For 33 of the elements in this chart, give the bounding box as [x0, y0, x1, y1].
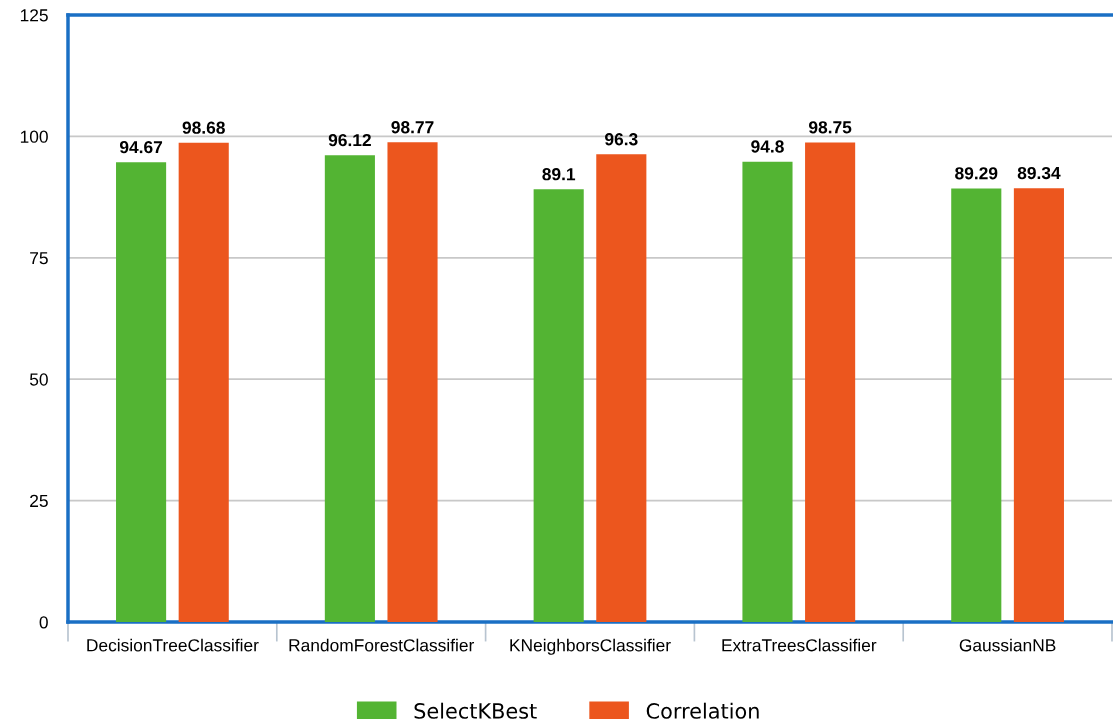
bar	[1013, 188, 1064, 622]
data-label: 94.67	[119, 141, 163, 154]
data-label: 96.3	[605, 133, 638, 146]
x-tick-label: DecisionTreeClassifier	[87, 638, 259, 652]
bar	[951, 188, 1002, 622]
y-tick-label: 125	[20, 9, 48, 22]
legend-label: SelectKBest	[414, 702, 537, 719]
data-label: 98.77	[391, 121, 434, 134]
bar	[324, 155, 375, 622]
data-label: 98.68	[182, 121, 225, 134]
bar	[805, 142, 856, 622]
bar	[387, 142, 438, 622]
bar	[596, 154, 647, 622]
x-tick-label: GaussianNB	[959, 638, 1056, 652]
data-label: 89.34	[1017, 166, 1061, 180]
data-label: 89.1	[542, 168, 576, 181]
y-tick-label: 100	[20, 130, 48, 143]
bar	[116, 162, 167, 622]
y-tick-label: 25	[30, 494, 48, 508]
data-label: 89.29	[955, 167, 998, 180]
data-label: 94.8	[751, 140, 784, 153]
bar	[742, 161, 793, 622]
y-tick-label: 75	[30, 252, 48, 265]
x-tick-label: RandomForestClassifier	[289, 638, 475, 652]
data-label: 98.75	[809, 121, 852, 134]
data-label: 96.12	[328, 133, 371, 147]
x-tick-label: KNeighborsClassifier	[510, 638, 671, 655]
bar	[178, 142, 229, 622]
bar	[533, 189, 584, 622]
x-tick-label: ExtraTreesClassifier	[722, 638, 877, 652]
legend-label: Correlation	[646, 702, 759, 719]
y-tick-label: 50	[29, 373, 48, 386]
y-tick-label: 0	[39, 616, 48, 629]
